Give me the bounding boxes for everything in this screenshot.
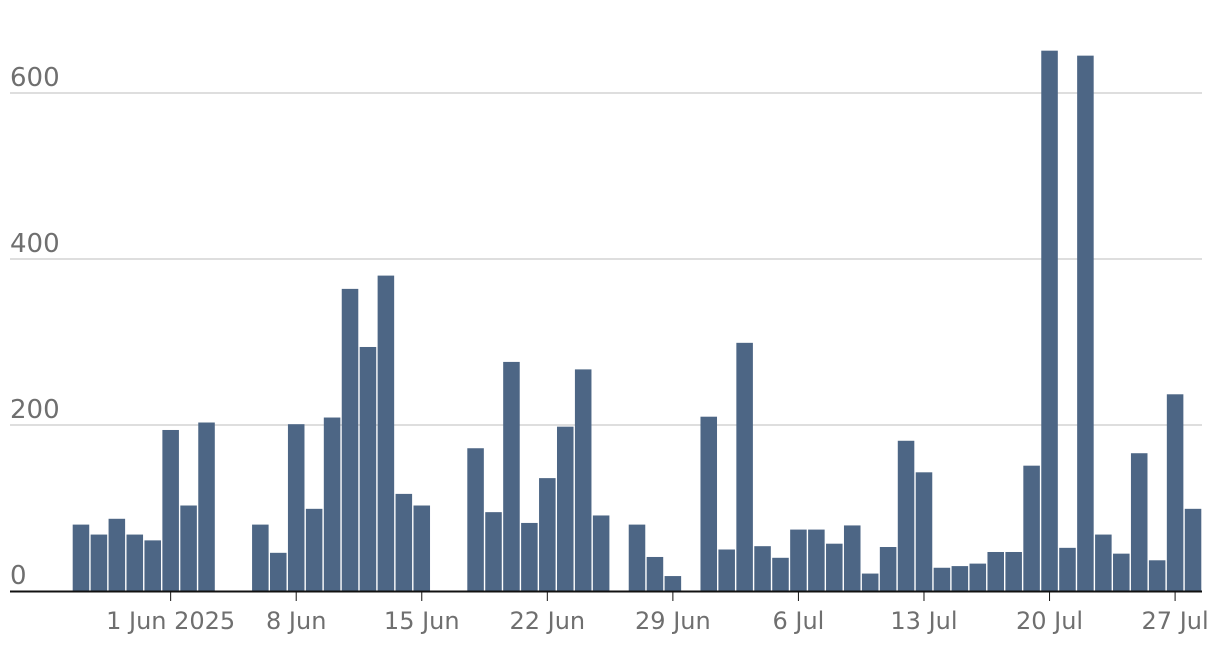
bar: 2025-07-16: 33 xyxy=(969,563,987,591)
bar: 2025-07-19: 151 xyxy=(1023,465,1040,591)
bar: 2025-07-27: 237 xyxy=(1166,394,1184,591)
bar: 2025-06-11: 364 xyxy=(341,288,359,591)
bar: 2025-07-08: 57 xyxy=(826,543,843,591)
x-tick-label: 29 Jun xyxy=(635,607,711,635)
y-tick-label: 200 xyxy=(10,395,60,425)
bar: 2025-06-06: 80 xyxy=(252,524,269,591)
bar: 2025-06-14: 117 xyxy=(395,493,413,591)
bar: 2025-07-12: 181 xyxy=(897,440,915,591)
bar: 2025-07-01: 210 xyxy=(700,416,718,591)
bar: 2025-07-18: 47 xyxy=(1005,551,1022,591)
x-tick-label: 13 Jul xyxy=(890,607,957,635)
bar: 2025-07-28: 99 xyxy=(1184,508,1202,591)
x-tick-label: 27 Jul xyxy=(1142,607,1209,635)
bar: 2025-07-10: 21 xyxy=(861,573,879,591)
bar: 2025-06-19: 95 xyxy=(485,512,502,591)
bar: 2025-06-02: 103 xyxy=(180,505,197,591)
bar: 2025-06-20: 276 xyxy=(503,361,520,591)
y-tick-label: 600 xyxy=(10,63,60,93)
bars: 2025-05-27: 802025-05-28: 682025-05-29: … xyxy=(72,50,1202,592)
bar: 2025-05-28: 68 xyxy=(90,534,108,591)
bar: 2025-07-25: 166 xyxy=(1130,453,1148,591)
bar: 2025-06-25: 91 xyxy=(592,515,610,591)
bar: 2025-07-05: 40 xyxy=(772,557,789,591)
bar: 2025-07-26: 37 xyxy=(1148,560,1166,591)
bar: 2025-07-20: 651 xyxy=(1041,50,1058,592)
bar: 2025-05-30: 68 xyxy=(126,534,144,591)
bar: 2025-07-09: 79 xyxy=(843,525,861,591)
x-tick-label: 1 Jun 2025 xyxy=(106,607,235,635)
bar: 2025-06-15: 103 xyxy=(413,505,431,591)
bar: 2025-07-13: 143 xyxy=(915,472,933,591)
bar: 2025-06-12: 294 xyxy=(359,346,377,591)
y-axis-ticks: 0 200 400 600 xyxy=(10,63,60,591)
x-tick-label: 6 Jul xyxy=(772,607,824,635)
bar: 2025-06-07: 46 xyxy=(270,552,287,591)
bar: 2025-06-10: 209 xyxy=(323,417,341,591)
y-tick-label: 0 xyxy=(10,561,27,591)
bar: 2025-07-11: 53 xyxy=(879,547,897,591)
y-tick-label: 400 xyxy=(10,229,60,259)
bar: 2025-07-21: 52 xyxy=(1059,547,1076,591)
bar: 2025-06-27: 80 xyxy=(628,524,646,591)
x-tick-label: 20 Jul xyxy=(1016,607,1083,635)
bar: 2025-06-28: 41 xyxy=(646,556,664,591)
bar: 2025-06-24: 267 xyxy=(574,369,592,591)
bar: 2025-07-14: 28 xyxy=(933,567,951,591)
bar: 2025-06-29: 18 xyxy=(664,576,682,591)
bar: 2025-06-09: 99 xyxy=(305,508,323,591)
bar: 2025-06-08: 201 xyxy=(287,424,305,591)
bar: 2025-06-03: 203 xyxy=(198,422,215,591)
bar: 2025-06-18: 172 xyxy=(467,448,484,591)
bar: 2025-06-22: 136 xyxy=(539,478,556,591)
x-axis-ticks: 1 Jun 2025 8 Jun 15 Jun 22 Jun 29 Jun 6 Jul 13… xyxy=(106,591,1209,635)
x-tick-label: 8 Jun xyxy=(266,607,326,635)
bar: 2025-06-01: 194 xyxy=(162,429,179,591)
bar: 2025-07-07: 74 xyxy=(808,529,825,591)
bar: 2025-07-04: 54 xyxy=(754,546,771,591)
bar: 2025-07-15: 30 xyxy=(951,566,969,591)
bar: 2025-07-06: 74 xyxy=(790,529,807,591)
bar: 2025-07-22: 645 xyxy=(1077,55,1094,591)
bar: 2025-07-03: 299 xyxy=(736,342,753,591)
bar: 2025-05-29: 87 xyxy=(108,518,126,591)
x-tick-label: 15 Jun xyxy=(384,607,460,635)
bar: 2025-06-21: 82 xyxy=(521,522,538,591)
x-tick-label: 22 Jun xyxy=(509,607,585,635)
bar: 2025-07-02: 50 xyxy=(718,549,735,591)
bar: 2025-07-17: 47 xyxy=(987,551,1004,591)
bar: 2025-07-24: 45 xyxy=(1113,553,1130,591)
gridlines xyxy=(10,92,1202,426)
bar: 2025-05-27: 80 xyxy=(72,524,90,591)
bar: 2025-05-31: 61 xyxy=(144,540,161,591)
bar: 2025-06-13: 380 xyxy=(377,275,395,591)
bar: 2025-07-23: 68 xyxy=(1095,534,1112,591)
bar: 2025-06-23: 198 xyxy=(556,426,574,591)
